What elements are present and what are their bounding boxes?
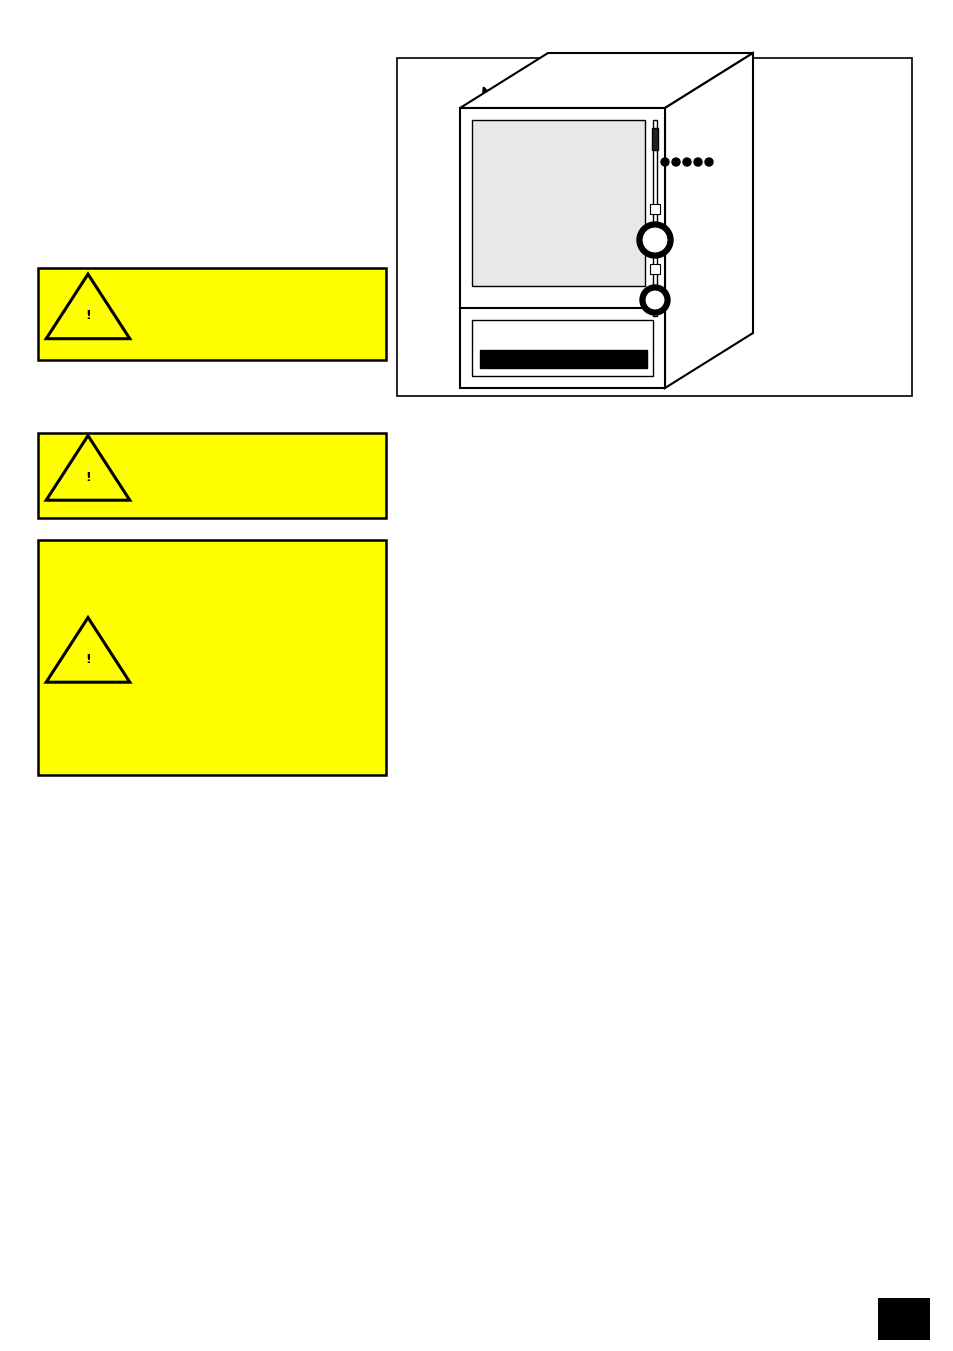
Text: !: ! — [85, 653, 91, 666]
Circle shape — [704, 158, 712, 166]
Polygon shape — [459, 108, 664, 388]
Bar — [877, 1298, 929, 1340]
Circle shape — [671, 158, 679, 166]
Bar — [38, 434, 386, 517]
Polygon shape — [649, 263, 659, 274]
Circle shape — [693, 158, 701, 166]
Circle shape — [682, 158, 690, 166]
Circle shape — [637, 222, 672, 258]
Circle shape — [660, 158, 668, 166]
Polygon shape — [46, 435, 130, 500]
Polygon shape — [472, 120, 644, 286]
Text: !: ! — [85, 309, 91, 323]
Bar — [396, 58, 911, 396]
Polygon shape — [652, 120, 657, 316]
Polygon shape — [46, 274, 130, 339]
Polygon shape — [664, 53, 752, 388]
Circle shape — [641, 227, 667, 253]
Polygon shape — [651, 128, 658, 150]
Polygon shape — [459, 53, 752, 108]
Polygon shape — [472, 320, 652, 376]
Bar — [38, 267, 386, 359]
Circle shape — [644, 290, 664, 309]
Polygon shape — [479, 350, 646, 367]
Text: !: ! — [85, 471, 91, 484]
Polygon shape — [46, 617, 130, 682]
Polygon shape — [649, 204, 659, 213]
Circle shape — [639, 285, 669, 315]
Bar — [38, 540, 386, 775]
